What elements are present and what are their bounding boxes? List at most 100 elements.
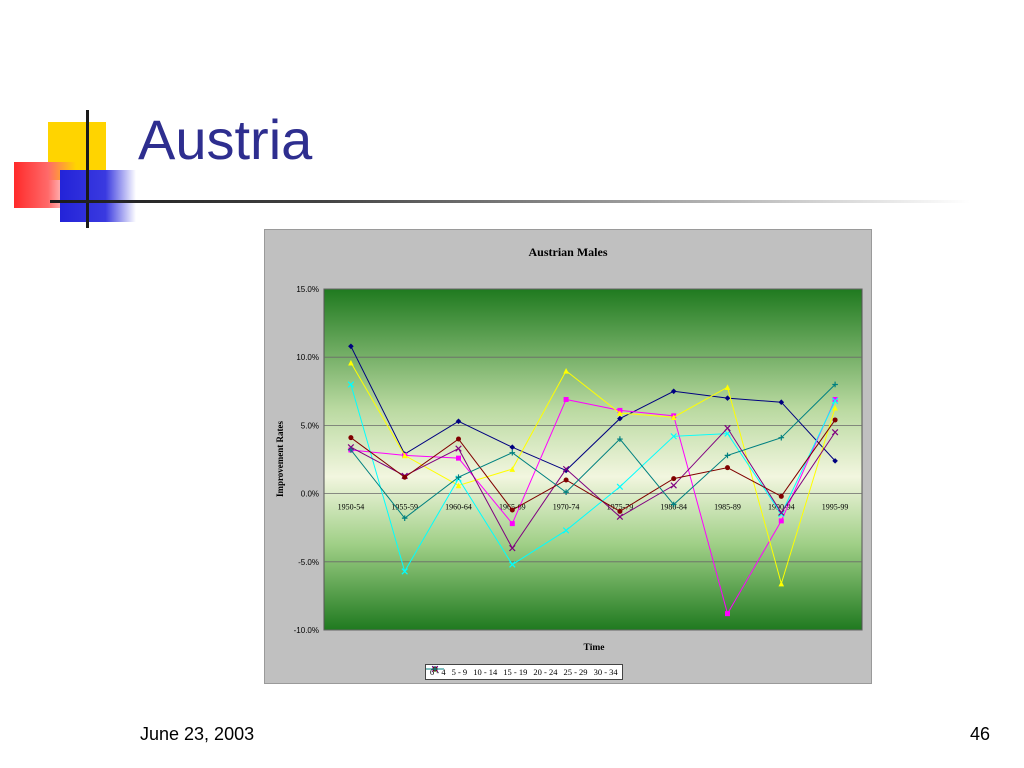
data-point: [456, 455, 461, 461]
data-point: [455, 445, 462, 452]
series-line: [350, 427, 836, 550]
data-point: [778, 509, 785, 516]
data-point: [778, 399, 785, 406]
legend-label: 15 - 19: [503, 667, 528, 677]
x-axis-label: Time: [584, 643, 605, 653]
y-axis-ticks: 15.0% 10.0% 5.0% 0.0% -5.0% -10.0%: [294, 285, 319, 635]
legend-swatch: [426, 666, 444, 672]
line-chart: Austrian Males 15.0% 10.0% 5.0% 0.0% -5.0% -1…: [275, 245, 863, 653]
data-point: [509, 444, 516, 451]
x-tick-label: 1960-64: [445, 503, 472, 512]
data-point: [456, 436, 461, 442]
y-tick-label: 0.0%: [301, 490, 319, 499]
data-point: [509, 544, 516, 552]
data-point: [778, 434, 785, 441]
data-point: [509, 449, 516, 456]
data-point: [832, 458, 838, 464]
page-number: 46: [969, 724, 990, 744]
legend-label: 25 - 29: [563, 667, 588, 677]
data-point: [455, 418, 462, 425]
y-tick-label: 5.0%: [301, 421, 319, 430]
data-point: [778, 518, 784, 524]
data-point: [562, 527, 570, 534]
chart-title: Austrian Males: [529, 245, 608, 259]
legend-label: 20 - 24: [533, 667, 558, 677]
data-point: [831, 428, 839, 436]
data-point: [401, 568, 408, 575]
legend-label: 30 - 34: [593, 667, 618, 677]
data-point: [509, 521, 515, 527]
data-point: [832, 404, 838, 411]
data-point: [509, 561, 516, 568]
data-point: [617, 410, 623, 416]
data-point: [778, 580, 785, 587]
y-tick-label: -5.0%: [298, 558, 319, 567]
data-point: [563, 368, 569, 374]
legend-label: 5 - 9: [451, 667, 468, 677]
series-25-29: [348, 417, 838, 514]
data-point: [455, 474, 462, 481]
legend-item: 5 - 9: [426, 666, 468, 677]
data-point: [509, 466, 516, 472]
data-point: [724, 384, 731, 391]
title-underline: [50, 200, 970, 203]
data-point: [670, 501, 677, 508]
series-line: [350, 362, 836, 586]
series-10-14: [348, 359, 838, 587]
data-point: [616, 483, 624, 491]
data-point: [616, 513, 624, 521]
legend-item: 30 - 34: [426, 666, 618, 677]
legend-label: 0 - 4: [430, 667, 446, 677]
data-point: [832, 396, 838, 402]
x-tick-label: 1965-69: [499, 503, 526, 512]
plot-area: [323, 288, 863, 631]
data-point: [670, 388, 677, 395]
y-tick-label: -10.0%: [294, 626, 319, 635]
data-point: [670, 482, 677, 489]
data-point: [671, 476, 677, 482]
data-point: [617, 508, 623, 514]
data-point: [778, 493, 784, 499]
data-point: [509, 507, 515, 513]
data-point: [402, 474, 408, 480]
data-point: [432, 666, 438, 672]
data-point: [401, 452, 408, 459]
legend-item: 15 - 19: [426, 665, 528, 677]
chart-legend: 0 - 4 5 - 9 10 - 14 15 - 19 20 - 24 25 - 29 30…: [425, 664, 623, 680]
series-layer: [347, 343, 839, 617]
series-line: [350, 384, 836, 519]
decor-vertical-line: [86, 110, 89, 228]
x-tick-label: 1955-59: [391, 503, 418, 512]
series-line: [350, 419, 836, 512]
x-tick-label: 1950-54: [338, 503, 365, 512]
data-point: [724, 424, 731, 432]
slide-title: Austria: [138, 108, 313, 171]
legend-item: 10 - 14: [426, 666, 498, 677]
data-point: [831, 397, 839, 405]
series-line: [350, 384, 836, 573]
data-point: [670, 433, 677, 440]
data-point: [562, 465, 570, 473]
data-point: [617, 436, 623, 442]
chart-container: Austrian Males 15.0% 10.0% 5.0% 0.0% -5.0% -1…: [264, 229, 872, 684]
legend-item: 25 - 29: [426, 666, 588, 677]
data-point: [725, 465, 730, 471]
x-tick-label: 1990-94: [768, 503, 795, 512]
data-point: [347, 381, 355, 388]
series-20-24: [347, 424, 839, 552]
footer-date: June 23, 2003: [140, 724, 255, 744]
data-point: [725, 611, 730, 617]
y-tick-label: 10.0%: [296, 353, 319, 362]
data-point: [832, 381, 838, 388]
y-tick-label: 15.0%: [296, 285, 319, 294]
decor-blue-square: [60, 170, 136, 222]
grid-layer: [324, 288, 862, 631]
data-point: [348, 343, 354, 350]
data-point: [563, 489, 569, 496]
x-tick-label: 1985-89: [714, 503, 741, 512]
data-point: [670, 414, 677, 421]
legend-label: 10 - 14: [473, 667, 498, 677]
x-tick-label: 1975-79: [607, 503, 634, 512]
series-30-34: [348, 381, 838, 521]
x-tick-label: 1970-74: [553, 503, 580, 512]
